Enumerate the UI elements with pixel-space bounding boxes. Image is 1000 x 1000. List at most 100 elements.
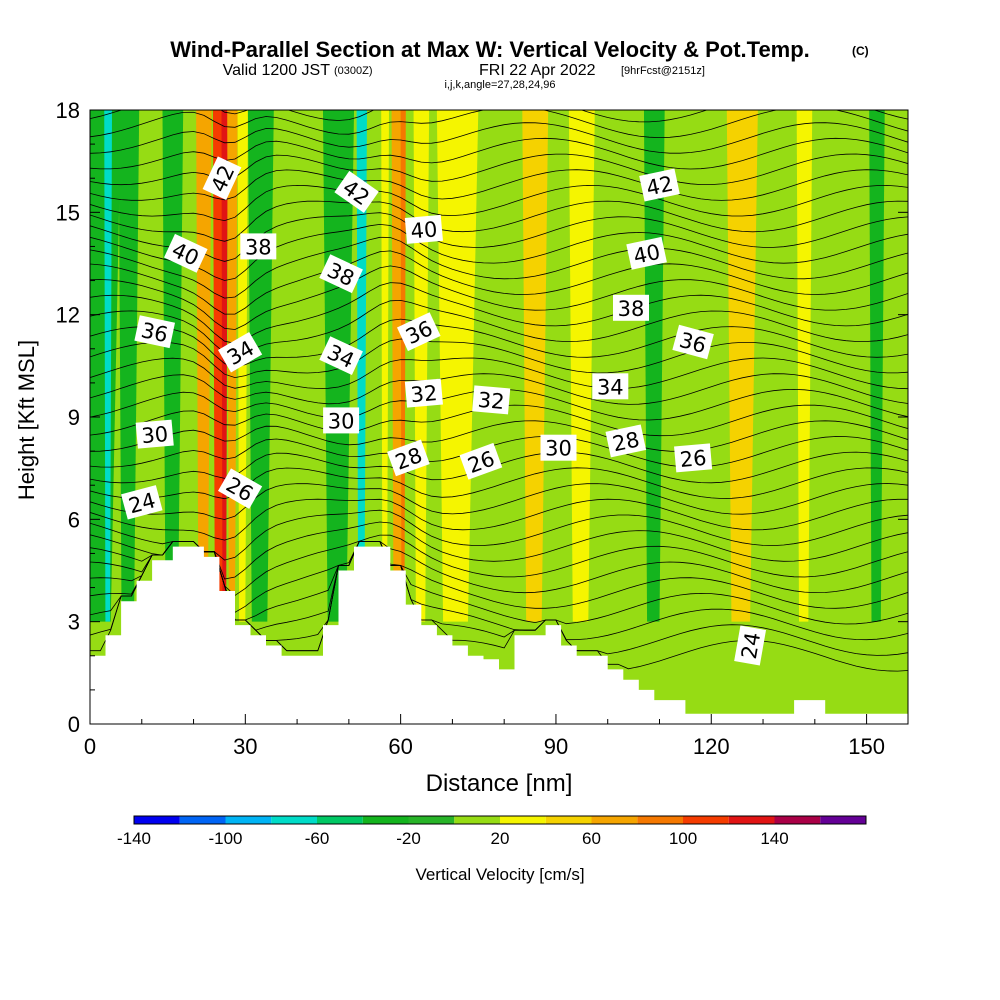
theta-label: 40 bbox=[163, 233, 208, 273]
chart-title: Wind-Parallel Section at Max W: Vertical… bbox=[170, 37, 810, 62]
theta-label-box bbox=[672, 324, 714, 360]
theta-label: 34 bbox=[592, 373, 629, 400]
y-tick-label: 0 bbox=[68, 712, 80, 737]
theta-label-text: 32 bbox=[477, 388, 506, 414]
theta-label-box bbox=[639, 168, 680, 202]
isentrope-line bbox=[90, 498, 908, 541]
isentrope-line bbox=[90, 137, 908, 170]
isentrope-line bbox=[90, 265, 908, 330]
colorbar-swatch bbox=[545, 816, 592, 824]
x-tick-label: 150 bbox=[848, 734, 885, 759]
theta-label-box bbox=[334, 170, 379, 213]
x-tick-label: 0 bbox=[84, 734, 96, 759]
y-tick-label: 3 bbox=[68, 610, 80, 635]
colorbar-swatch bbox=[820, 816, 867, 824]
theta-label-text: 30 bbox=[328, 409, 355, 433]
theta-label: 40 bbox=[404, 214, 443, 244]
velocity-column bbox=[104, 110, 113, 622]
isentrope-line bbox=[90, 110, 908, 139]
velocity-column bbox=[796, 110, 813, 622]
isentrope-line bbox=[90, 184, 908, 222]
theta-label-box bbox=[240, 233, 277, 260]
theta-label-text: 28 bbox=[610, 427, 641, 456]
theta-label-box bbox=[404, 214, 443, 244]
x-tick-label: 30 bbox=[233, 734, 257, 759]
theta-label-text: 42 bbox=[644, 171, 675, 200]
isentrope-line bbox=[90, 420, 908, 452]
colorbar: -140 -100 -60 -20 20 60 100 140 bbox=[117, 815, 867, 848]
theta-label-box bbox=[218, 468, 263, 509]
isentrope-line bbox=[90, 338, 908, 379]
theta-label-text: 38 bbox=[245, 235, 272, 259]
subtitle-indices: i,j,k,angle=27,28,24,96 bbox=[444, 79, 555, 91]
colorbar-swatch bbox=[500, 816, 546, 824]
subtitle-forecast: [9hrFcst@2151z] bbox=[621, 65, 705, 77]
theta-label-text: 36 bbox=[139, 318, 170, 347]
theta-label-box bbox=[323, 407, 360, 434]
colorbar-frame bbox=[133, 815, 867, 825]
y-tick-label: 18 bbox=[56, 98, 80, 123]
colorbar-swatch bbox=[179, 816, 226, 824]
isentrope-line bbox=[90, 483, 908, 520]
isentrope-line bbox=[90, 357, 908, 390]
colorbar-swatch bbox=[362, 816, 409, 824]
colorbar-tick-label: -20 bbox=[396, 829, 421, 848]
colorbar-swatch bbox=[637, 816, 684, 824]
theta-label: 30 bbox=[323, 407, 360, 434]
theta-label: 36 bbox=[134, 315, 176, 349]
theta-label-text: 40 bbox=[410, 217, 439, 243]
colorbar-tick-label: 100 bbox=[669, 829, 697, 848]
subtitle-valid: Valid 1200 JST bbox=[223, 62, 331, 79]
theta-label-box bbox=[218, 331, 263, 373]
theta-label-box bbox=[592, 373, 629, 400]
colorbar-swatch bbox=[225, 816, 272, 824]
theta-label-box bbox=[459, 442, 503, 480]
velocity-column bbox=[381, 110, 389, 622]
theta-label-box bbox=[134, 315, 176, 349]
subtitle-date: FRI 22 Apr 2022 bbox=[479, 62, 596, 79]
theta-label-box bbox=[121, 485, 163, 520]
velocity-column bbox=[568, 110, 595, 622]
theta-label: 42 bbox=[639, 168, 680, 202]
colorbar-tick-label: -60 bbox=[305, 829, 330, 848]
colorbar-tick-label: 60 bbox=[582, 829, 601, 848]
colorbar-swatch bbox=[774, 816, 821, 824]
theta-label-box bbox=[674, 443, 713, 473]
theta-label-box bbox=[613, 294, 649, 321]
theta-label-box bbox=[387, 439, 430, 477]
velocity-column bbox=[522, 110, 549, 622]
theta-label-box bbox=[734, 625, 767, 666]
colorbar-label: Vertical Velocity [cm/s] bbox=[415, 865, 584, 884]
copyright-mark: (C) bbox=[852, 44, 869, 58]
theta-label-text: 34 bbox=[597, 375, 624, 399]
isentrope-line bbox=[90, 509, 908, 561]
isentrope-line bbox=[90, 435, 908, 468]
theta-label-box bbox=[472, 385, 511, 415]
theta-label-box bbox=[319, 254, 363, 294]
theta-label-box bbox=[202, 156, 242, 201]
theta-label-box bbox=[396, 312, 441, 352]
terrain-profile bbox=[90, 546, 908, 724]
terrain bbox=[90, 546, 908, 724]
isentrope-line bbox=[90, 521, 908, 580]
isentrope-line bbox=[90, 467, 908, 500]
theta-label-text: 40 bbox=[631, 240, 662, 269]
velocity-column bbox=[400, 110, 406, 622]
theta-label-text: 26 bbox=[679, 446, 708, 472]
isentrope-line bbox=[90, 212, 908, 262]
theta-label: 30 bbox=[135, 419, 174, 449]
isentrope-line bbox=[90, 250, 908, 315]
theta-label-box bbox=[605, 424, 647, 458]
colorbar-swatch bbox=[454, 816, 501, 824]
y-tick-label: 6 bbox=[68, 507, 80, 532]
x-axis: 0 30 60 90 120 150 bbox=[84, 714, 885, 759]
colorbar-swatch bbox=[728, 816, 775, 824]
theta-label: 32 bbox=[472, 385, 511, 415]
theta-label-box bbox=[135, 419, 174, 449]
theta-label: 40 bbox=[626, 236, 667, 270]
subtitle-utc: (0300Z) bbox=[334, 65, 373, 77]
isentrope-line bbox=[90, 200, 908, 242]
theta-label: 32 bbox=[404, 378, 443, 408]
theta-label-text: 24 bbox=[737, 630, 765, 660]
